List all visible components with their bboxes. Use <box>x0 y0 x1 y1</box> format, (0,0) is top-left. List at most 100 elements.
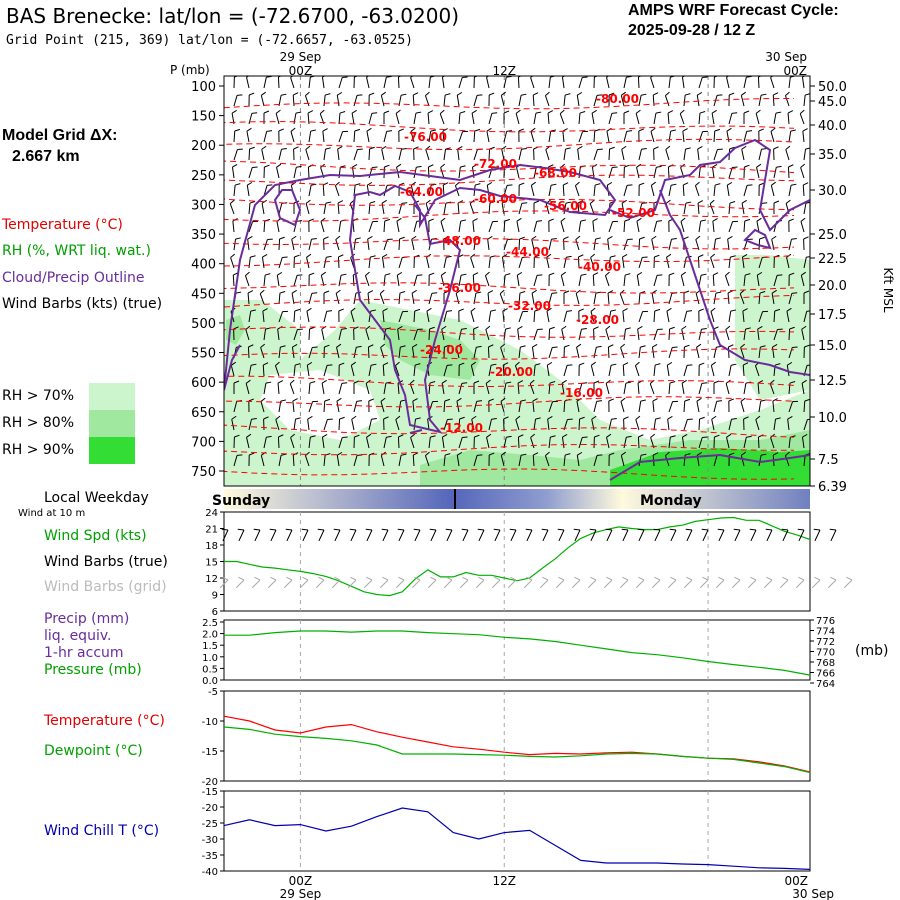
wind-barb <box>413 146 419 161</box>
wind-barb <box>621 199 627 215</box>
wind-barb <box>379 289 385 305</box>
pressure-tick-label: 400 <box>191 258 216 273</box>
wind-barb <box>803 310 810 323</box>
rh-level-80-swatch <box>89 410 135 437</box>
wind-barb <box>338 382 348 395</box>
wind-barb <box>260 343 266 359</box>
wind-barb <box>773 111 782 125</box>
wind-barb <box>412 92 419 107</box>
wind-barb <box>383 238 393 251</box>
wind-barb <box>548 218 554 233</box>
wind-barb <box>740 91 746 107</box>
wind-barb <box>758 147 767 161</box>
wind-barb <box>334 181 340 197</box>
wind-barb <box>291 235 297 251</box>
wind-barb <box>681 379 687 395</box>
height-tick-label: 30.0 <box>818 184 847 199</box>
dewpoint-label: Dewpoint (°C) <box>44 743 143 759</box>
wind-barb-true <box>221 528 229 542</box>
wind-barb <box>743 164 750 179</box>
wind-barb <box>787 164 794 179</box>
wind-barb <box>366 76 372 89</box>
pressure-tick-label: 200 <box>191 139 216 154</box>
wind-barb <box>233 434 240 449</box>
wind-barb <box>305 145 311 161</box>
wind-barb <box>425 145 431 161</box>
wind-barb <box>410 127 416 143</box>
wind-barb <box>443 344 450 359</box>
wind-barb <box>293 165 302 179</box>
wind-barb <box>533 254 540 269</box>
wind-barb <box>574 181 580 197</box>
height-axis-title: Kft MSL <box>881 267 895 312</box>
wind-barb <box>623 327 631 341</box>
wind-barb <box>698 308 704 323</box>
wind-barb <box>650 127 656 143</box>
wind-barb <box>233 237 241 251</box>
wind-barb <box>293 308 301 323</box>
wind-barb <box>248 92 255 107</box>
pressure-axis-title: P (mb) <box>170 63 210 77</box>
wind-barb <box>562 128 568 143</box>
wind-barb <box>788 129 797 143</box>
wind-barb <box>593 237 601 251</box>
height-tick-label: 45.0 <box>818 95 847 110</box>
wind-barb <box>545 145 551 161</box>
wind-barb <box>713 237 721 251</box>
wind-barb <box>293 363 301 377</box>
wind-barb <box>247 344 254 359</box>
wind-barb <box>499 289 505 305</box>
wind-barb-true <box>349 528 357 542</box>
wind-barb <box>248 146 255 161</box>
wind-barb <box>621 253 628 269</box>
wind-barb <box>246 433 252 449</box>
wind-barb <box>788 292 798 305</box>
wind-barb <box>803 290 810 304</box>
wind-speed-panel-frame <box>223 511 811 612</box>
wind-barb <box>503 435 512 449</box>
wind-barb <box>800 271 806 287</box>
wind-barb-grid <box>667 576 677 589</box>
wind-barb-true <box>669 528 677 542</box>
wind-barb <box>398 345 406 359</box>
wind-barb <box>593 76 600 89</box>
wind-barb <box>561 379 567 395</box>
pressure-tick-label: 500 <box>191 317 216 332</box>
wind-barb <box>801 433 808 449</box>
wind-barb <box>563 255 572 269</box>
weekday-label: Local Weekday <box>44 490 149 506</box>
wind-barb <box>488 201 496 215</box>
wind-barb <box>739 289 745 305</box>
wind-barb <box>383 218 391 233</box>
wind-barb <box>803 344 810 359</box>
wind-barb-true <box>637 528 645 542</box>
wind-barb <box>233 454 243 467</box>
wind-barb <box>607 236 613 251</box>
wind-barb <box>563 344 570 359</box>
wind-barb <box>784 451 790 467</box>
wind-barb <box>724 271 730 287</box>
wind-barb <box>773 200 780 214</box>
wind-barb <box>638 147 647 161</box>
wind-barb <box>488 452 495 467</box>
wind-barb <box>337 254 344 269</box>
wind-barb <box>514 361 520 377</box>
height-tick-label: 20.0 <box>818 279 847 294</box>
wind-speed-tick-label: 15 <box>205 558 218 569</box>
wind-barb-true <box>621 528 629 542</box>
wind-barb <box>683 147 691 161</box>
precip-tick-label: 2.0 <box>202 630 218 641</box>
wind-barb <box>620 343 626 359</box>
wind-barb-grid <box>571 576 581 589</box>
wind-barb <box>788 400 798 413</box>
wind-barb <box>443 290 450 304</box>
wind-barb <box>458 165 466 179</box>
wind-barb <box>458 130 468 143</box>
wind-barb <box>743 130 753 143</box>
wind-barb <box>456 91 463 107</box>
wind-barb <box>488 398 494 413</box>
precip-tick-label: 1.0 <box>202 653 218 664</box>
wind-barb <box>623 218 631 233</box>
wind-barb <box>398 93 407 107</box>
wind-barb <box>368 166 378 179</box>
